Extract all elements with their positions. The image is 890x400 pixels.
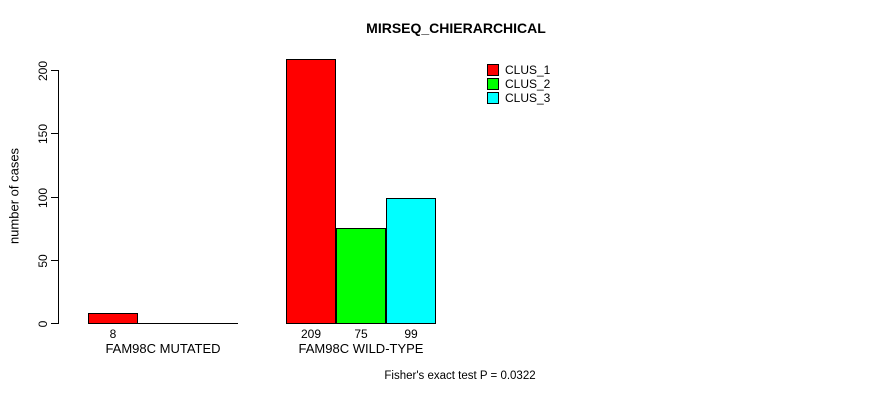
bar-clus_3-group2 <box>386 198 436 324</box>
y-axis-tick-label: 200 <box>36 60 50 81</box>
legend-item-clus_2: CLUS_2 <box>487 77 550 91</box>
y-axis-tick <box>51 197 58 198</box>
y-axis-line <box>58 70 59 324</box>
legend-swatch-clus_3 <box>487 92 499 104</box>
y-axis-tick-label: 100 <box>36 187 50 208</box>
legend-item-clus_1: CLUS_1 <box>487 63 550 77</box>
legend: CLUS_1 CLUS_2 CLUS_3 <box>487 63 550 105</box>
footnote: Fisher's exact test P = 0.0322 <box>384 370 536 382</box>
legend-swatch-clus_1 <box>487 64 499 76</box>
y-axis-tick-label: 50 <box>36 253 50 268</box>
bar-value-label: 75 <box>354 327 368 341</box>
y-axis-tick <box>51 260 58 261</box>
bar-clus_1-group2 <box>286 59 336 324</box>
legend-label: CLUS_1 <box>505 63 551 77</box>
legend-swatch-clus_2 <box>487 78 499 90</box>
bar-clus_1-group1 <box>88 313 138 324</box>
legend-item-clus_3: CLUS_3 <box>487 91 550 105</box>
bar-clus_2-group1-zero <box>138 323 188 324</box>
bar-value-label: 8 <box>109 327 117 341</box>
bar-clus_2-group2 <box>336 228 386 324</box>
x-category-label: FAM98C MUTATED <box>105 341 221 356</box>
legend-label: CLUS_3 <box>505 91 551 105</box>
y-axis-tick <box>51 133 58 134</box>
bar-value-label: 99 <box>404 327 418 341</box>
y-axis-tick-label: 150 <box>36 123 50 144</box>
chart-title: MIRSEQ_CHIERARCHICAL <box>366 20 546 36</box>
y-axis-tick <box>51 70 58 71</box>
bar-clus_3-group1-zero <box>188 323 238 324</box>
bar-value-label: 209 <box>300 327 322 341</box>
y-axis-tick-label: 0 <box>36 320 50 327</box>
y-axis-label: number of cases <box>6 147 22 245</box>
legend-label: CLUS_2 <box>505 77 551 91</box>
y-axis-tick <box>51 323 58 324</box>
x-category-label: FAM98C WILD-TYPE <box>298 341 424 356</box>
